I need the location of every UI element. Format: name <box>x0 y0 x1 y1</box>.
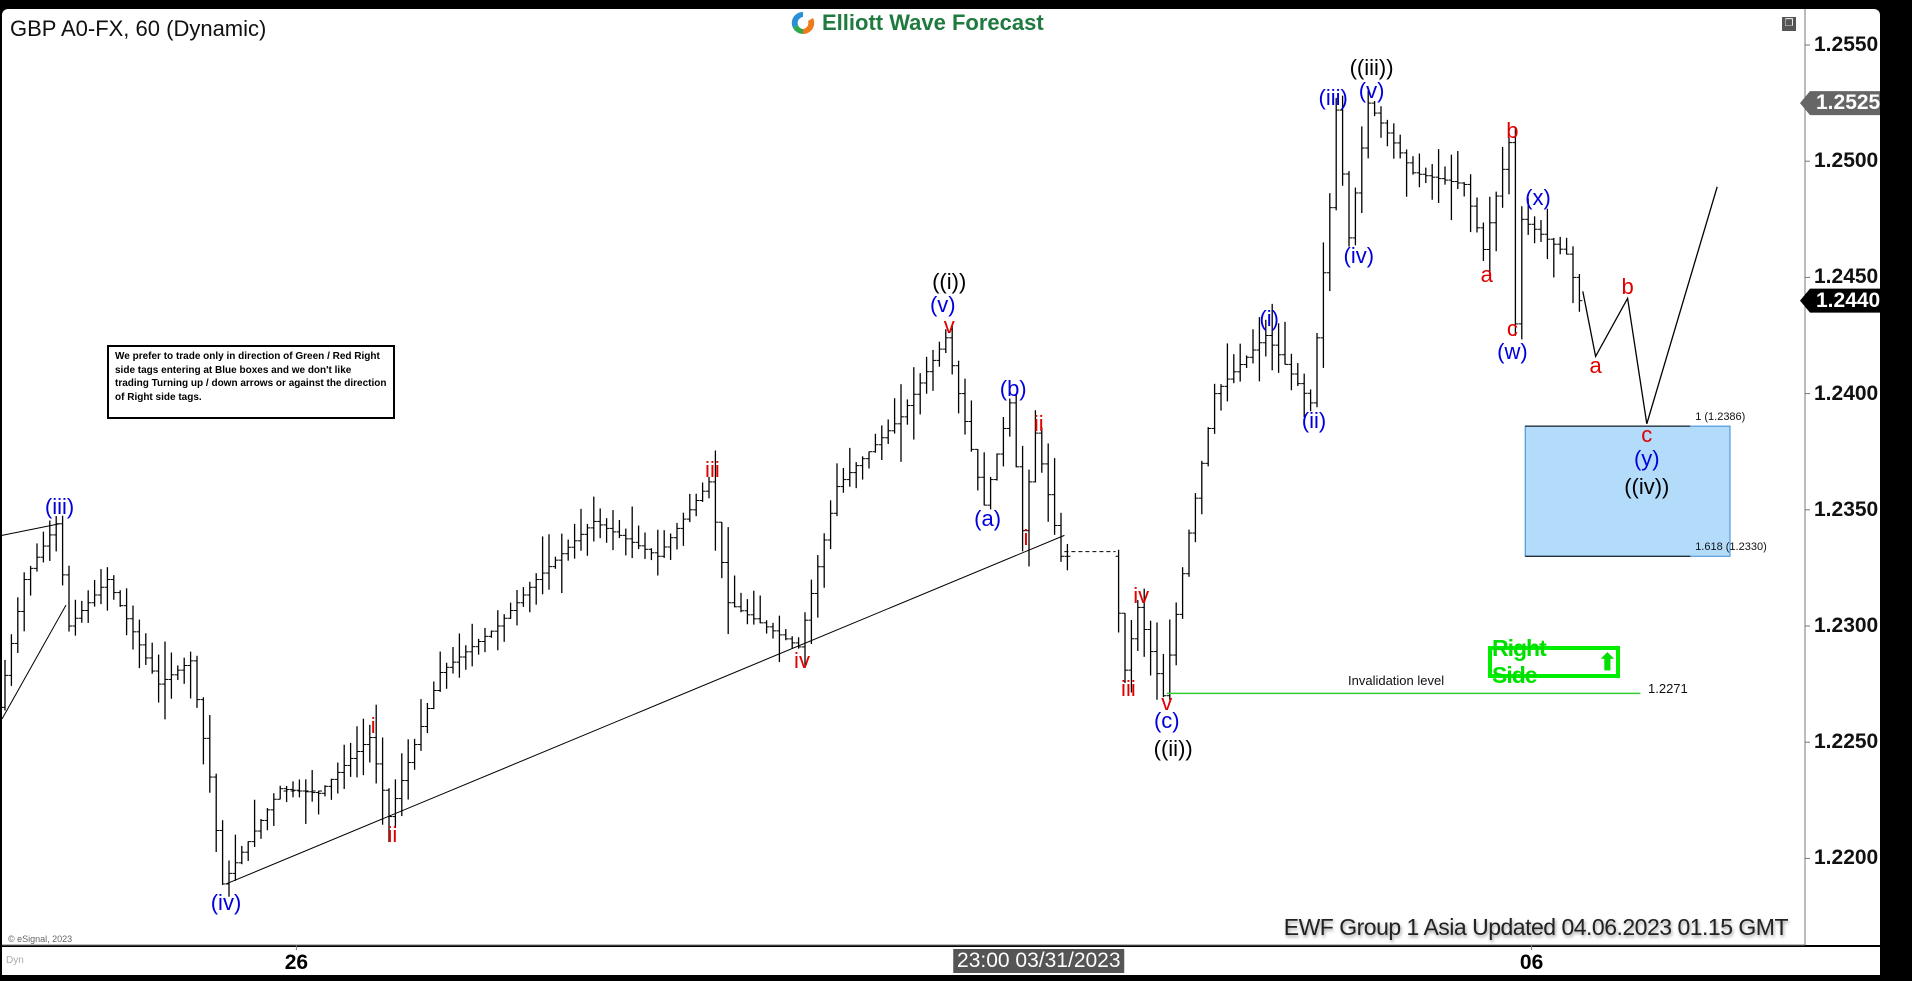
wave-label: (iv) <box>210 889 242 915</box>
y-tick-label: 1.2250 <box>1814 730 1879 754</box>
wave-label: (iv) <box>1343 243 1375 269</box>
wave-label: (iii) <box>1318 85 1348 111</box>
wave-label: iii <box>705 457 720 483</box>
wave-label: b <box>1621 273 1634 299</box>
trendline <box>1 604 67 720</box>
y-tick-label: 1.2300 <box>1814 614 1879 637</box>
wave-label: (ii) <box>1301 408 1327 434</box>
wave-label: ((iv)) <box>1624 473 1670 499</box>
restore-window-icon[interactable]: ❐ <box>1782 17 1796 31</box>
box-bottom-fib-label: 1.618 (1.2330) <box>1695 541 1767 554</box>
wave-label: ((iii)) <box>1349 55 1394 81</box>
wave-label: b <box>1506 117 1519 143</box>
wave-label: (x) <box>1525 185 1551 211</box>
y-tick-label: 1.2500 <box>1814 149 1879 173</box>
invalidation-label: Invalidation level <box>1348 673 1445 689</box>
x-tick-label: 26 <box>284 951 309 974</box>
box-top-fib-label: 1 (1.2386) <box>1695 411 1746 424</box>
wave-label: ii <box>1033 410 1044 436</box>
wave-label: (v) <box>929 292 956 318</box>
wave-label: (iii) <box>44 494 75 520</box>
price-tag <box>1800 288 1880 313</box>
time-axis <box>2 947 1880 975</box>
wave-label: iii <box>1121 675 1136 701</box>
logo: Elliott Wave Forecast <box>790 8 1044 38</box>
trendline <box>1 523 60 536</box>
x-tick-label: 06 <box>1519 951 1544 974</box>
dyn-label: Dyn <box>6 955 24 966</box>
wave-label: a <box>1480 262 1493 288</box>
copyright: © eSignal, 2023 <box>8 934 73 944</box>
wave-label: (a) <box>974 506 1002 532</box>
wave-label: i <box>370 712 376 738</box>
wave-label: (b) <box>999 375 1027 401</box>
up-arrow-icon: ⬆ <box>1597 648 1617 675</box>
wave-label: (c) <box>1153 708 1180 734</box>
wave-label: iv <box>1133 582 1150 608</box>
wave-label: iv <box>794 647 810 673</box>
trading-note: We prefer to trade only in direction of … <box>107 345 395 419</box>
projection-path <box>1582 186 1718 424</box>
wave-label: ii <box>387 822 398 848</box>
update-footer: EWF Group 1 Asia Updated 04.06.2023 01.1… <box>1283 914 1789 940</box>
wave-label: (y) <box>1633 445 1660 471</box>
invalidation-value: 1.2271 <box>1648 681 1688 697</box>
price-tag <box>1800 91 1880 116</box>
wave-label: v <box>943 313 955 339</box>
crosshair-time-label: 23:00 03/31/2023 <box>953 949 1125 973</box>
y-tick-label: 1.2200 <box>1814 846 1879 870</box>
wave-label: i <box>1023 524 1029 550</box>
y-tick-label: 1.2400 <box>1814 381 1879 405</box>
price-tag-label: 1.2440 <box>1816 288 1881 312</box>
wave-label: v <box>1161 689 1173 715</box>
wave-label: (i) <box>1259 306 1279 332</box>
wave-label: (v) <box>1358 78 1385 104</box>
y-tick-label: 1.2550 <box>1814 33 1879 56</box>
right-side-tag: Right Side ⬆ <box>1488 635 1620 688</box>
wave-label: ((ii)) <box>1153 736 1193 762</box>
wave-label: a <box>1589 352 1602 378</box>
y-tick-label: 1.2350 <box>1814 497 1879 521</box>
chart-title: GBP A0-FX, 60 (Dynamic) <box>10 16 267 41</box>
price-tag-label: 1.2525 <box>1816 91 1881 115</box>
logo-icon <box>791 11 815 35</box>
wave-label: c <box>1641 422 1653 448</box>
target-blue-box <box>1524 425 1731 557</box>
wave-label: (w) <box>1497 338 1528 364</box>
trendline <box>225 534 1065 885</box>
wave-label: ((i)) <box>932 269 967 295</box>
logo-text: Elliott Wave Forecast <box>822 10 1044 35</box>
right-side-label: Right Side <box>1492 635 1547 688</box>
wave-label: c <box>1506 315 1518 341</box>
y-tick-label: 1.2450 <box>1814 265 1879 289</box>
